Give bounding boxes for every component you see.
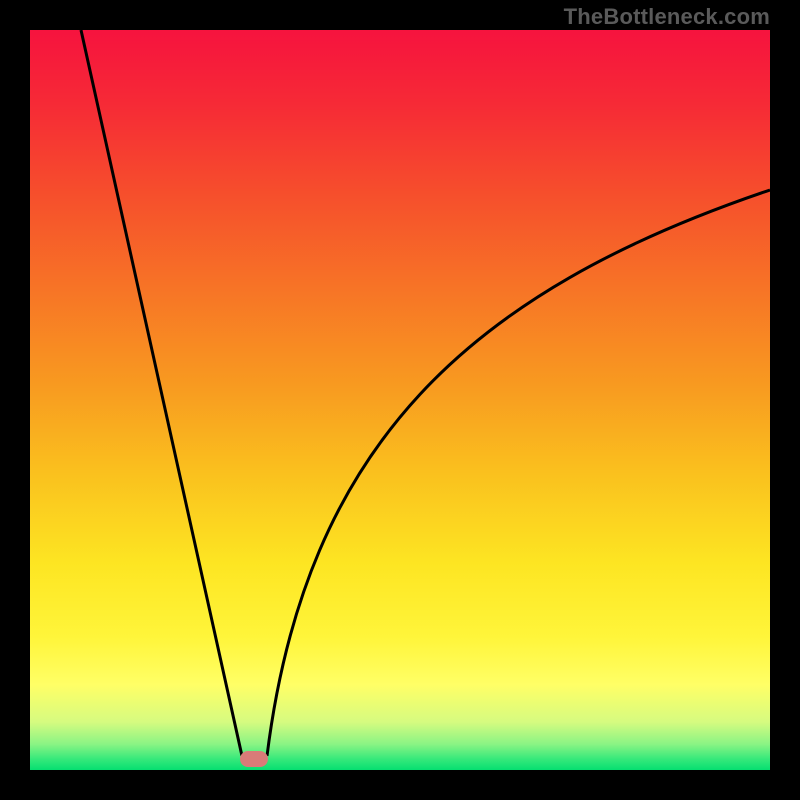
chart-minimum-marker xyxy=(240,751,268,767)
chart-plot-area xyxy=(30,30,770,770)
attribution-text: TheBottleneck.com xyxy=(564,4,770,30)
chart-background-gradient xyxy=(30,30,770,770)
